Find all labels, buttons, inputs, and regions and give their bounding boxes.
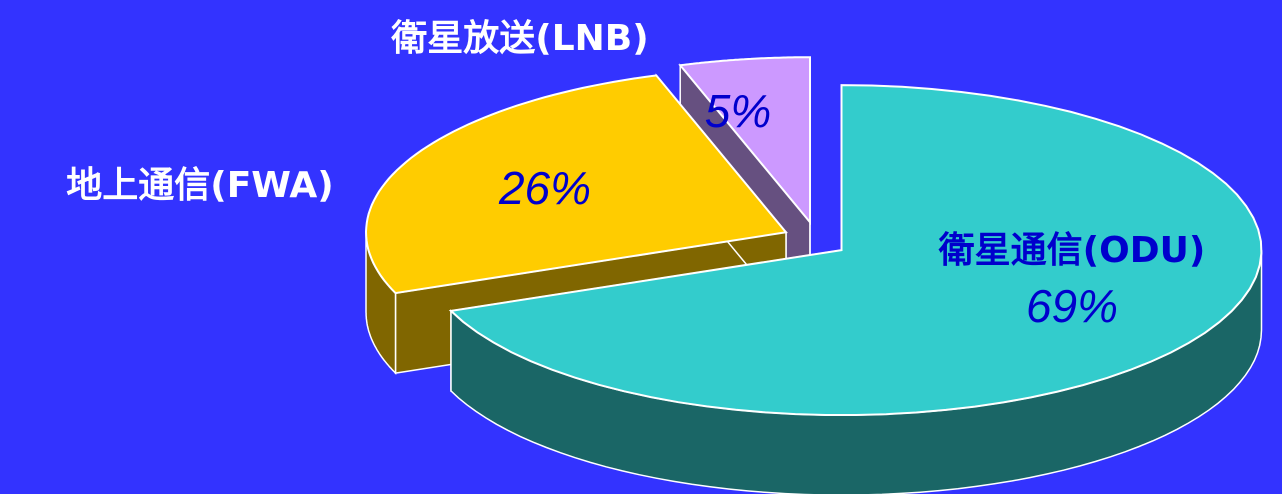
category-label: 地上通信(FWA) <box>66 165 333 206</box>
slice <box>364 74 788 295</box>
slice <box>678 56 811 225</box>
pie <box>364 56 1263 494</box>
value-label: 69% <box>1026 280 1118 332</box>
slice <box>448 84 1263 416</box>
category-label: 衛星放送(LNB) <box>390 18 648 59</box>
value-label: 26% <box>498 162 591 214</box>
category-label: 衛星通信(ODU) <box>938 230 1206 271</box>
value-label: 5% <box>705 85 771 137</box>
